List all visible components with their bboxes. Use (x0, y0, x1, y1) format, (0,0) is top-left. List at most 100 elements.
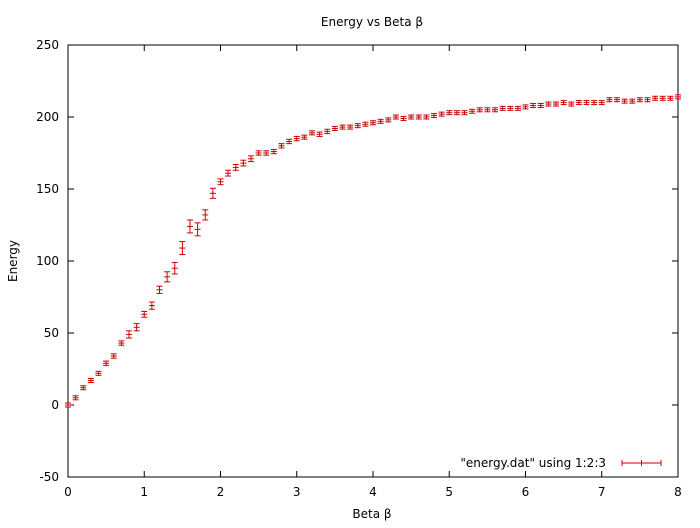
data-point (675, 94, 681, 100)
data-point (453, 110, 460, 116)
chart-title: Energy vs Beta β (321, 15, 423, 29)
data-point (514, 105, 521, 111)
data-point (530, 102, 537, 108)
data-point (492, 107, 498, 113)
x-tick-label: 0 (64, 485, 72, 499)
y-tick-label: 200 (36, 110, 59, 124)
data-point (385, 117, 392, 123)
x-tick-label: 3 (293, 485, 301, 499)
data-point (179, 241, 186, 256)
data-point (370, 120, 376, 126)
data-point (286, 138, 293, 145)
data-point (461, 110, 468, 116)
y-axis: -50 0 50 100 150 200 250 (36, 38, 678, 484)
x-tick-label: 8 (674, 485, 682, 499)
legend-label: "energy.dat" using 1:2:3 (460, 456, 606, 470)
y-tick-label: 50 (44, 326, 59, 340)
data-point (392, 114, 399, 120)
data-point (72, 395, 79, 401)
x-tick-label: 5 (445, 485, 453, 499)
data-point (148, 301, 155, 310)
data-point (103, 360, 110, 366)
data-point (659, 95, 666, 101)
data-point (293, 135, 300, 142)
data-point (522, 104, 529, 110)
data-point (614, 97, 620, 103)
data-point (537, 102, 544, 108)
data-point (232, 164, 239, 171)
y-tick-label: 150 (36, 182, 59, 196)
y-tick-label: 100 (36, 254, 59, 268)
data-point (133, 323, 140, 332)
y-tick-label: -50 (39, 470, 59, 484)
data-point (400, 115, 407, 121)
data-point (598, 100, 605, 106)
data-point (225, 169, 232, 177)
y-axis-label: Energy (6, 240, 20, 282)
data-point (95, 370, 102, 376)
data-point (568, 101, 575, 107)
data-point (339, 124, 346, 130)
data-point (423, 114, 430, 120)
data-point (87, 378, 94, 384)
data-point (301, 134, 308, 140)
x-tick-label: 2 (217, 485, 225, 499)
data-point (408, 114, 415, 120)
data-point (507, 105, 514, 111)
data-point (652, 95, 659, 101)
data-point (263, 150, 270, 156)
data-point (545, 101, 552, 107)
data-point (636, 97, 643, 103)
series-layer (65, 94, 681, 408)
legend-sample (621, 460, 662, 466)
x-tick-label: 1 (140, 485, 148, 499)
data-point (316, 131, 323, 137)
data-point (469, 108, 476, 114)
x-axis-label: Beta β (352, 507, 391, 521)
data-point (141, 310, 148, 318)
data-point (499, 105, 506, 111)
data-point (667, 95, 674, 101)
data-point (362, 121, 369, 127)
data-point (255, 150, 262, 156)
data-point (126, 330, 132, 339)
data-point (164, 271, 171, 283)
data-point (591, 100, 598, 106)
data-point (118, 340, 125, 346)
data-point (583, 100, 590, 106)
data-point (438, 111, 445, 117)
data-point (331, 126, 338, 132)
data-point (575, 100, 582, 106)
data-point (476, 107, 483, 113)
data-point (431, 113, 437, 119)
data-point (171, 261, 178, 275)
data-point (354, 123, 361, 129)
data-point (621, 98, 628, 104)
data-point (80, 385, 87, 391)
data-point (347, 124, 354, 130)
x-tick-label: 6 (522, 485, 530, 499)
data-point (110, 353, 117, 359)
data-point (194, 222, 201, 237)
data-point (606, 97, 613, 103)
x-tick-label: 7 (598, 485, 606, 499)
data-point (446, 110, 453, 116)
data-point (202, 209, 209, 221)
data-point (309, 130, 315, 136)
y-tick-label: 0 (51, 398, 59, 412)
data-point (240, 159, 247, 167)
data-point (560, 100, 567, 106)
data-point (553, 101, 559, 107)
data-point (270, 148, 277, 155)
data-point (484, 107, 491, 113)
data-point (156, 285, 163, 294)
data-point (629, 98, 636, 104)
data-point (187, 219, 193, 234)
data-point (644, 97, 651, 103)
data-point (377, 118, 384, 124)
legend: "energy.dat" using 1:2:3 (460, 456, 662, 470)
data-point (209, 187, 216, 199)
plot-frame (67, 44, 679, 478)
